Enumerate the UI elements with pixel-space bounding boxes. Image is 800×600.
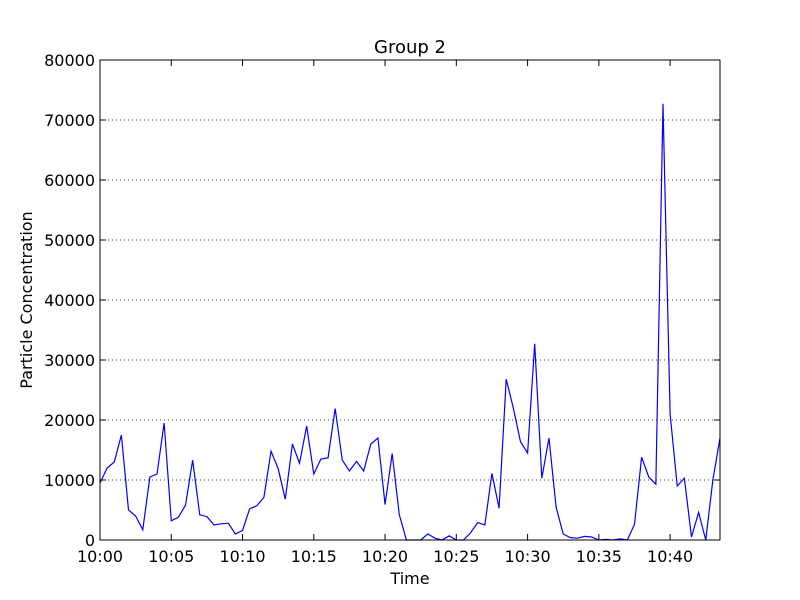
x-tick-label: 10:35 xyxy=(576,547,622,566)
y-tick-label: 70000 xyxy=(44,111,95,130)
y-tick-label: 0 xyxy=(85,531,95,550)
grid-lines xyxy=(100,119,720,481)
axis-ticks: 0 10000 20000 30000 40000 50000 60000 70000 8000… xyxy=(44,51,720,566)
y-axis-label: Particle Concentration xyxy=(17,211,36,388)
chart-title: Group 2 xyxy=(374,37,446,58)
x-tick-label: 10:20 xyxy=(362,547,408,566)
y-tick-label: 80000 xyxy=(44,51,95,70)
x-tick-label: 10:25 xyxy=(433,547,479,566)
y-tick-label: 10000 xyxy=(44,471,95,490)
x-tick-label: 10:40 xyxy=(647,547,693,566)
y-tick-label: 20000 xyxy=(44,411,95,430)
y-tick-label: 50000 xyxy=(44,231,95,250)
x-axis-label: Time xyxy=(389,569,429,588)
x-tick-label: 10:15 xyxy=(291,547,337,566)
x-tick-label: 10:00 xyxy=(77,547,123,566)
x-tick-label: 10:30 xyxy=(505,547,551,566)
y-tick-label: 30000 xyxy=(44,351,95,370)
x-tick-label: 10:10 xyxy=(219,547,265,566)
y-tick-label: 60000 xyxy=(44,171,95,190)
x-tick-label: 10:05 xyxy=(148,547,194,566)
y-tick-label: 40000 xyxy=(44,291,95,310)
